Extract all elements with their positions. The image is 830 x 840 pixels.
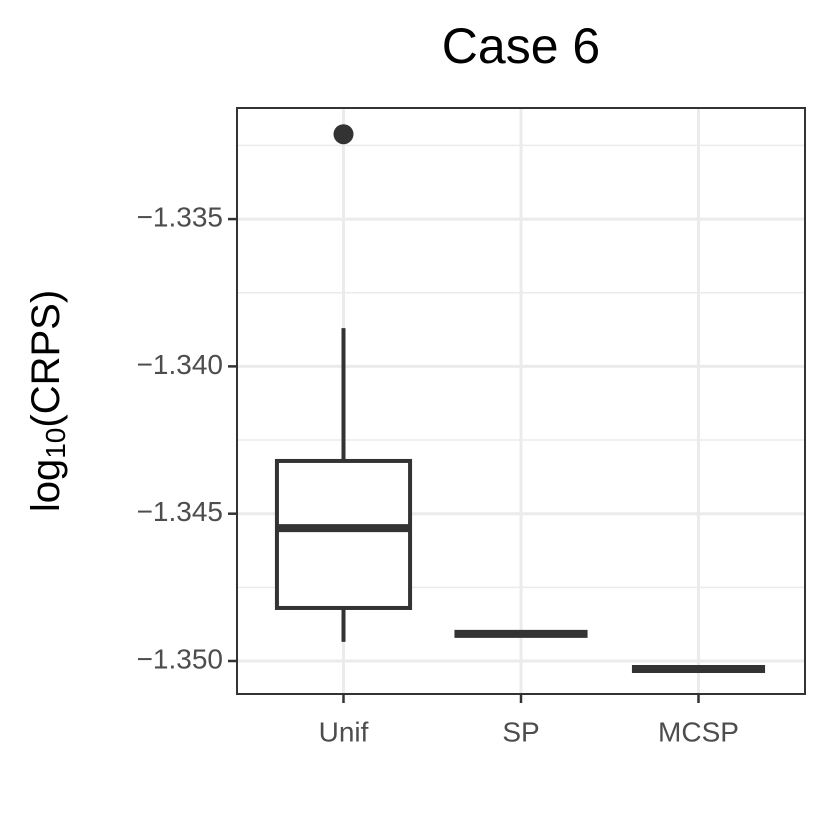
panel-border <box>236 107 806 695</box>
y-label-subscript: 10 <box>40 428 71 459</box>
y-axis-label: log10(CRPS) <box>24 290 72 512</box>
y-tick-label: −1.340 <box>137 349 223 380</box>
box <box>274 458 413 610</box>
x-tick-label: SP <box>502 716 539 747</box>
outlier <box>333 124 354 145</box>
x-tick-label: Unif <box>319 716 369 747</box>
x-tick-label: MCSP <box>658 716 739 747</box>
y-tick-label: −1.345 <box>137 496 223 527</box>
y-label-rest: (CRPS) <box>24 290 68 428</box>
y-label-base: log <box>24 459 68 512</box>
chart-title: Case 6 <box>442 18 600 74</box>
y-tick-label: −1.350 <box>137 643 223 674</box>
y-tick-label: −1.335 <box>137 201 223 232</box>
